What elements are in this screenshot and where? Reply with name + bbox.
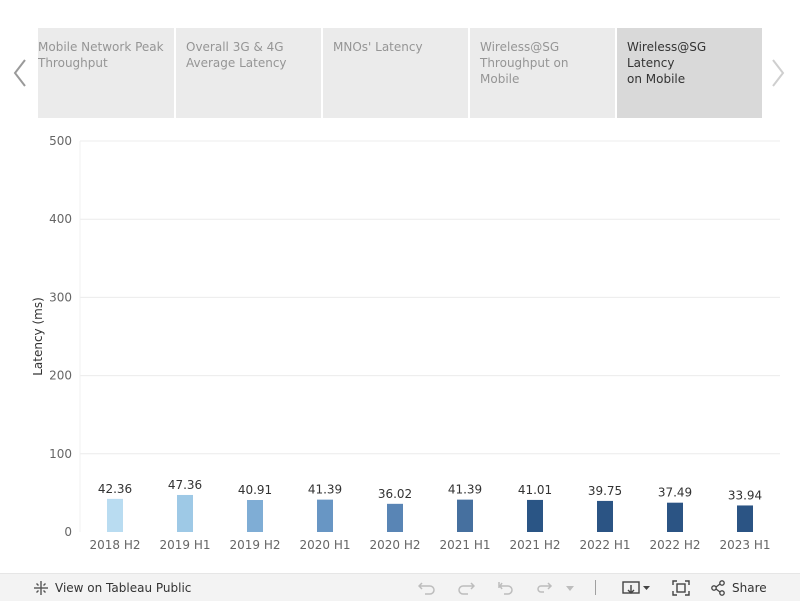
chevron-right-icon[interactable] xyxy=(768,56,788,90)
bar xyxy=(387,503,403,532)
bar xyxy=(527,499,543,532)
refresh-icon[interactable] xyxy=(535,574,553,601)
story-tab[interactable]: Wireless@SG Latency on Mobile xyxy=(617,28,762,118)
story-navigator: Mobile Network Peak Throughput Overall 3G… xyxy=(0,28,800,118)
x-tick-label: 2021 H1 xyxy=(439,538,490,552)
data-label: 37.49 xyxy=(658,486,692,500)
x-tick-label: 2020 H1 xyxy=(299,538,350,552)
bar xyxy=(247,500,263,532)
y-tick-label: 0 xyxy=(64,525,72,539)
x-tick-label: 2020 H2 xyxy=(369,538,420,552)
bar xyxy=(107,498,123,532)
data-label: 42.36 xyxy=(98,482,132,496)
bar xyxy=(177,494,193,532)
share-label: Share xyxy=(732,580,767,595)
chevron-left-icon[interactable] xyxy=(10,56,30,90)
data-label: 41.39 xyxy=(308,483,342,497)
data-label: 41.39 xyxy=(448,483,482,497)
data-label: 36.02 xyxy=(378,487,412,501)
view-on-tableau-public-label: View on Tableau Public xyxy=(55,580,192,595)
data-label: 39.75 xyxy=(588,484,622,498)
x-tick-label: 2019 H1 xyxy=(159,538,210,552)
story-tab[interactable]: Overall 3G & 4G Average Latency xyxy=(176,28,321,118)
bar xyxy=(457,499,473,532)
x-tick-label: 2018 H2 xyxy=(89,538,140,552)
y-tick-label: 400 xyxy=(49,212,72,226)
y-tick-label: 100 xyxy=(49,447,72,461)
bar xyxy=(667,502,683,532)
bar xyxy=(737,505,753,532)
story-tab[interactable]: Mobile Network Peak Throughput xyxy=(38,28,174,118)
x-tick-label: 2023 H1 xyxy=(719,538,770,552)
data-label: 47.36 xyxy=(168,478,202,492)
y-tick-label: 300 xyxy=(49,290,72,304)
x-tick-label: 2022 H2 xyxy=(649,538,700,552)
x-tick-label: 2022 H1 xyxy=(579,538,630,552)
y-tick-label: 200 xyxy=(49,369,72,383)
view-on-tableau-public-link[interactable]: View on Tableau Public xyxy=(33,574,191,601)
share-icon xyxy=(711,579,725,596)
share-button[interactable]: Share xyxy=(710,574,767,601)
data-label: 40.91 xyxy=(238,483,272,497)
bar xyxy=(317,499,333,532)
story-tab[interactable]: Wireless@SG Throughput on Mobile xyxy=(470,28,615,118)
bar xyxy=(597,500,613,532)
undo-icon[interactable] xyxy=(418,574,436,601)
x-tick-label: 2019 H2 xyxy=(229,538,280,552)
data-label: 33.94 xyxy=(728,488,762,502)
redo-icon[interactable] xyxy=(457,574,475,601)
revert-icon[interactable] xyxy=(497,574,515,601)
dropdown-icon[interactable] xyxy=(565,574,575,601)
story-tab[interactable]: MNOs' Latency xyxy=(323,28,468,118)
y-axis-title: Latency (ms) xyxy=(31,297,45,376)
story-tabs: Mobile Network Peak Throughput Overall 3G… xyxy=(38,28,762,118)
toolbar-divider xyxy=(595,580,596,595)
x-tick-label: 2021 H2 xyxy=(509,538,560,552)
download-icon[interactable] xyxy=(622,574,652,601)
chart-canvas: 0 100 200 300 400 500 Latency (ms) 42.36 2018 H2… xyxy=(31,134,780,552)
tableau-logo-icon xyxy=(34,580,48,595)
latency-bar-chart: 0 100 200 300 400 500 Latency (ms) 42.36 2018 H2… xyxy=(0,130,800,560)
fullscreen-icon[interactable] xyxy=(672,574,690,601)
y-tick-label: 500 xyxy=(49,134,72,148)
bottom-toolbar: View on Tableau Public xyxy=(0,573,800,601)
data-label: 41.01 xyxy=(518,483,552,497)
